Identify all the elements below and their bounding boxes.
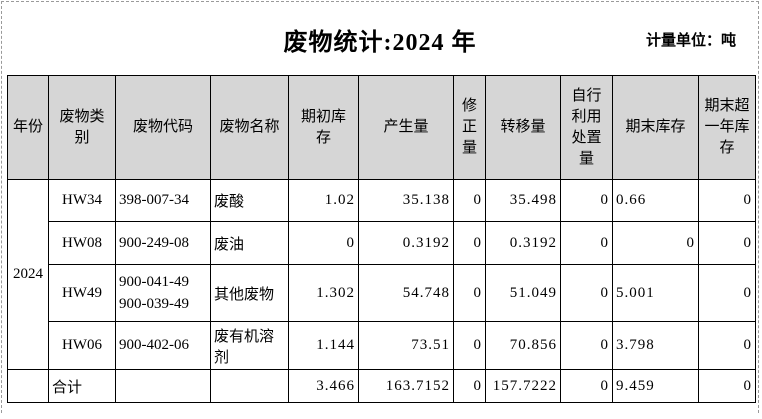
total-generated-cell: 163.7152 [358, 369, 454, 403]
col-header-year: 年份 [7, 75, 49, 180]
code-cell: 900-402-06 [115, 321, 211, 370]
name-cell: 其他废物 [210, 264, 289, 322]
generated-cell: 0.3192 [358, 221, 454, 265]
table-row: HW49 900-041-49 900-039-49 其他废物 1.302 54… [8, 264, 756, 322]
closing-cell: 0.66 [612, 179, 699, 222]
col-header-closing: 期末库存 [612, 75, 699, 180]
waste-statistics-table: 年份 废物类 别 废物代码 废物名称 期初库 存 产生量 修 正 量 转移量 自… [7, 75, 756, 403]
code-cell: 900-249-08 [115, 221, 211, 265]
col-header-over-year: 期末超 一年库 存 [698, 75, 756, 180]
self-disposed-cell: 0 [560, 321, 613, 370]
generated-cell: 73.51 [358, 321, 454, 370]
transferred-cell: 35.498 [485, 179, 561, 222]
self-disposed-cell: 0 [560, 221, 613, 265]
unit-label: 计量单位：吨 [645, 33, 736, 49]
opening-cell: 1.02 [288, 179, 359, 222]
col-header-code: 废物代码 [115, 75, 211, 180]
category-cell: HW08 [48, 221, 116, 265]
total-opening-cell: 3.466 [288, 369, 359, 403]
table-row: HW06 900-402-06 废有机溶剂 1.144 73.51 0 70.8… [8, 321, 756, 370]
over-year-cell: 0 [698, 221, 756, 265]
col-header-opening: 期初库 存 [288, 75, 359, 180]
name-cell-empty [210, 369, 289, 403]
corrected-cell: 0 [453, 179, 486, 222]
table-row: HW08 900-249-08 废油 0 0.3192 0 0.3192 0 0… [8, 221, 756, 265]
total-row: 合计 3.466 163.7152 0 157.7222 0 9.459 0 [7, 369, 756, 403]
over-year-cell: 0 [698, 179, 756, 222]
opening-cell: 0 [288, 221, 359, 265]
self-disposed-cell: 0 [560, 179, 613, 222]
code-cell-empty [115, 369, 211, 403]
category-cell: HW34 [48, 179, 116, 222]
closing-cell: 0 [612, 221, 699, 265]
over-year-cell: 0 [698, 264, 756, 322]
col-header-generated: 产生量 [358, 75, 454, 180]
year-cell: 2024 [7, 179, 49, 370]
col-header-corrected: 修 正 量 [453, 75, 486, 180]
col-header-transferred: 转移量 [485, 75, 561, 180]
self-disposed-cell: 0 [560, 264, 613, 322]
page-title: 废物统计:2024 年 [283, 30, 477, 56]
over-year-cell: 0 [698, 321, 756, 370]
corrected-cell: 0 [453, 264, 486, 322]
corrected-cell: 0 [453, 321, 486, 370]
col-header-name: 废物名称 [210, 75, 289, 180]
col-header-self-disposed: 自行 利用 处置 量 [560, 75, 613, 180]
title-row: 废物统计:2024 年 计量单位：吨 [2, 2, 758, 75]
closing-cell: 3.798 [612, 321, 699, 370]
name-cell: 废油 [210, 221, 289, 265]
name-cell: 废有机溶剂 [210, 321, 289, 370]
year-cell-empty [7, 369, 49, 403]
total-corrected-cell: 0 [453, 369, 486, 403]
opening-cell: 1.302 [288, 264, 359, 322]
print-page: 废物统计:2024 年 计量单位：吨 年份 废物类 别 废物代码 废物名称 期初… [1, 1, 759, 413]
total-label-cell: 合计 [48, 369, 116, 403]
transferred-cell: 70.856 [485, 321, 561, 370]
corrected-cell: 0 [453, 221, 486, 265]
category-cell: HW49 [48, 264, 116, 322]
col-header-category: 废物类 别 [48, 75, 116, 180]
total-closing-cell: 9.459 [612, 369, 699, 403]
header-row: 年份 废物类 别 废物代码 废物名称 期初库 存 产生量 修 正 量 转移量 自… [7, 75, 756, 180]
code-cell: 398-007-34 [115, 179, 211, 222]
transferred-cell: 51.049 [485, 264, 561, 322]
generated-cell: 54.748 [358, 264, 454, 322]
table-row: 2024 HW34 398-007-34 废酸 1.02 35.138 0 35… [7, 179, 756, 370]
closing-cell: 5.001 [612, 264, 699, 322]
total-over-year-cell: 0 [698, 369, 756, 403]
code-cell: 900-041-49 900-039-49 [115, 264, 211, 322]
opening-cell: 1.144 [288, 321, 359, 370]
name-cell: 废酸 [210, 179, 289, 222]
generated-cell: 35.138 [358, 179, 454, 222]
transferred-cell: 0.3192 [485, 221, 561, 265]
category-cell: HW06 [48, 321, 116, 370]
total-self-disposed-cell: 0 [560, 369, 613, 403]
total-transferred-cell: 157.7222 [485, 369, 561, 403]
